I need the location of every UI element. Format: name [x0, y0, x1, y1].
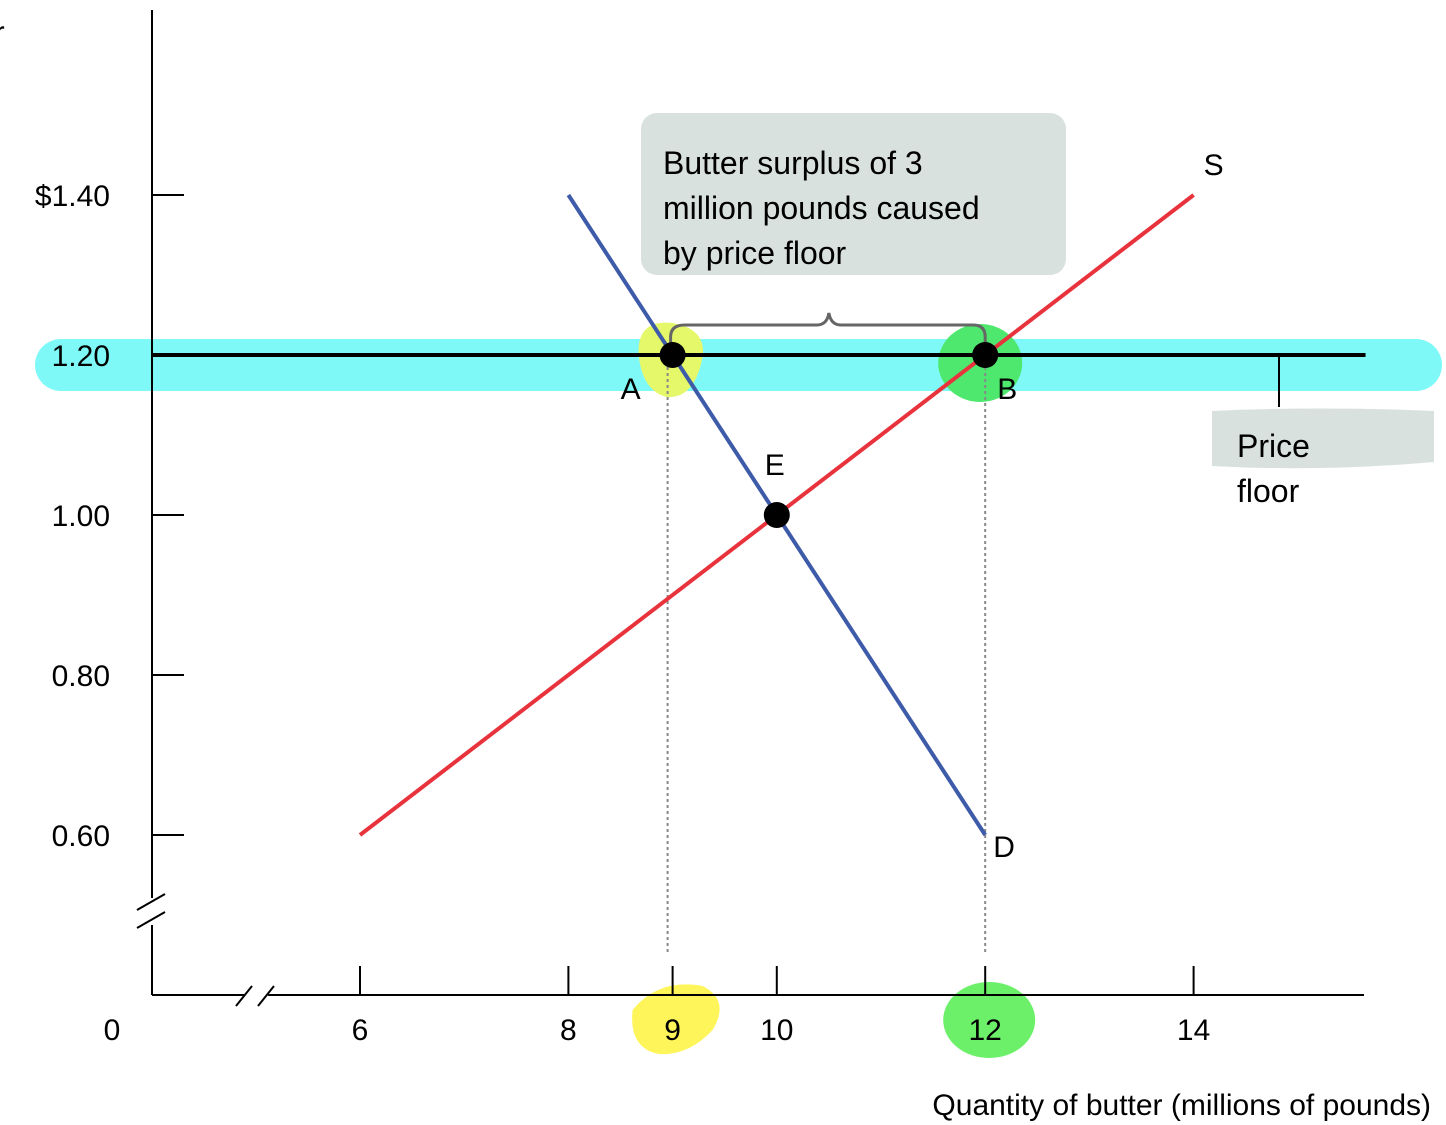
axes	[136, 10, 1364, 1007]
demand-curve-label: D	[993, 831, 1015, 864]
point-label-b: B	[997, 373, 1017, 406]
x-axis-break-icon	[235, 985, 275, 1007]
surplus-callout-line-1: Butter surplus of 3	[663, 145, 923, 181]
x-axis-title: Quantity of butter (millions of pounds)	[932, 1089, 1431, 1122]
point-label-a: A	[621, 373, 641, 406]
price-floor-label-2: floor	[1237, 473, 1300, 509]
x-tick-label: 12	[969, 1014, 1002, 1047]
point-a	[659, 342, 686, 368]
y-axis-title: er	[0, 16, 5, 49]
surplus-brace	[669, 312, 987, 349]
origin-label: 0	[104, 1014, 121, 1047]
y-tick-label: 1.00	[52, 500, 110, 533]
x-tick-label: 6	[352, 1014, 369, 1047]
x-tick-label: 10	[760, 1014, 793, 1047]
y-tick-label: 1.20	[52, 340, 110, 373]
x-tick-label: 9	[664, 1014, 681, 1047]
tick-highlight-9	[632, 984, 720, 1055]
y-tick-label: $1.40	[35, 180, 110, 213]
point-b	[972, 342, 999, 368]
surplus-callout: Butter surplus of 3 million pounds cause…	[641, 113, 1066, 275]
price-floor-callout-box	[1212, 408, 1434, 469]
y-tick-label: 0.80	[52, 660, 110, 693]
x-tick-label: 8	[560, 1014, 577, 1047]
surplus-callout-line-3: by price floor	[663, 235, 847, 271]
tick-highlight-12	[943, 982, 1036, 1058]
price-floor-label-1: Price	[1237, 428, 1310, 464]
y-axis-break-icon	[136, 893, 166, 929]
surplus-callout-box	[641, 113, 1066, 275]
supply-curve-label: S	[1204, 149, 1224, 182]
surplus-callout-line-2: million pounds caused	[663, 190, 980, 226]
price-floor-band	[35, 339, 1442, 391]
point-e	[763, 502, 790, 528]
price-floor-callout: Price floor	[1212, 354, 1434, 509]
y-tick-label: 0.60	[52, 820, 110, 853]
point-label-e: E	[765, 449, 785, 482]
x-tick-label: 14	[1177, 1014, 1210, 1047]
